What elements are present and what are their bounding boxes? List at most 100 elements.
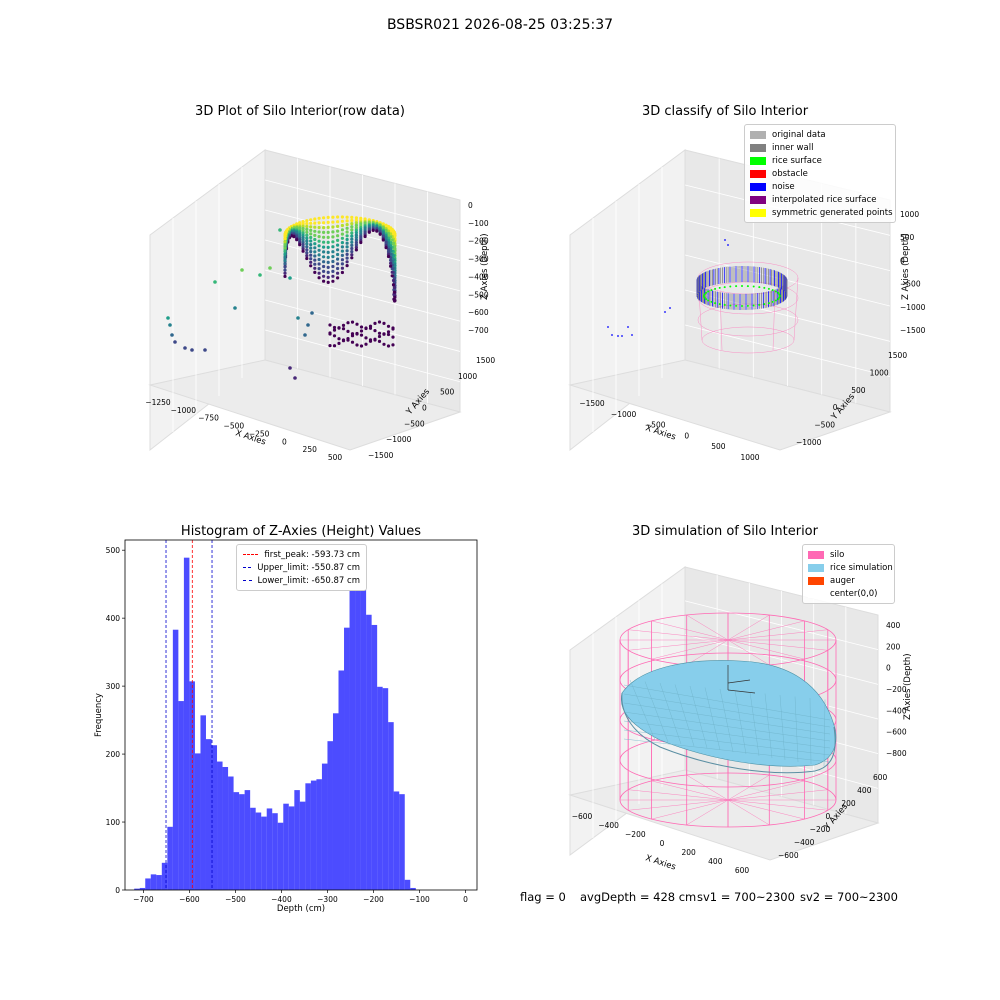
histogram-y-tick-label: 200 [106, 750, 121, 759]
raw-data-point [391, 278, 396, 283]
histogram-bar [388, 722, 394, 890]
raw-data-point [350, 246, 354, 251]
raw-data-point [377, 320, 382, 324]
raw-data-point [350, 228, 354, 232]
raw-data-point [305, 233, 309, 237]
histogram-bar [217, 761, 223, 890]
raw-data-point [350, 225, 354, 229]
raw-data-point [382, 332, 386, 336]
raw-data-point [382, 321, 386, 325]
histogram-bar [205, 739, 212, 890]
classify-rice-surface-point [718, 286, 721, 289]
classify-rice-surface-point [723, 286, 726, 289]
legend-line-sample [243, 567, 252, 568]
raw-data-point [305, 248, 309, 252]
raw-data-point [309, 246, 313, 250]
raw-data-point [331, 264, 335, 269]
raw-data-point [301, 229, 305, 233]
raw-data-point [326, 280, 330, 284]
raw-data-point [332, 328, 337, 332]
raw-data-point [313, 237, 317, 242]
raw-data-point [283, 243, 287, 247]
legend-label: Lower_limit: -650.87 cm [257, 575, 360, 586]
raw-data-point [317, 267, 321, 271]
raw-data-point [350, 237, 354, 241]
legend-label: inner wall [772, 142, 814, 153]
simulation-z-tick-label: −400 [886, 706, 907, 715]
raw-x-tick-label: 500 [328, 453, 343, 460]
raw-data-point [305, 239, 309, 243]
raw-data-point [381, 238, 385, 242]
histogram-bar [183, 557, 190, 890]
classify-rice-surface-point [758, 286, 761, 289]
raw-data-point [359, 329, 364, 333]
raw-data-point [310, 311, 314, 315]
histogram-bar [338, 670, 345, 890]
histogram-bar [139, 887, 146, 890]
raw-data-point [373, 329, 377, 333]
raw-data-point [386, 330, 391, 334]
legend-line-sample [243, 580, 252, 581]
raw-data-point [322, 221, 326, 225]
raw-data-point [363, 234, 367, 239]
classify-rice-surface-point [778, 293, 781, 296]
histogram-bar [161, 862, 168, 890]
classify-rice-surface-point [704, 291, 707, 294]
raw-data-point [354, 218, 358, 222]
raw-data-point [301, 231, 305, 235]
raw-data-point [317, 248, 321, 252]
histogram-title: Histogram of Z-Axies (Height) Values [180, 524, 422, 539]
raw-data-point [317, 271, 321, 275]
raw-data-point [389, 264, 393, 268]
classify-rice-surface-point [707, 299, 710, 302]
classify-x-tick-label: −500 [645, 421, 666, 430]
raw-y-tick-label: 500 [440, 388, 455, 397]
histogram-bar [294, 790, 300, 890]
raw-data-point [340, 236, 344, 240]
classify-rice-surface-point [703, 296, 706, 299]
raw-data-point [350, 215, 354, 219]
histogram-x-tick-label: −300 [317, 895, 338, 904]
raw-data-point [322, 240, 326, 244]
classify-rice-surface-point [771, 300, 774, 303]
histogram-bar [327, 741, 333, 890]
classify-x-tick-label: −1500 [579, 399, 605, 408]
raw-data-point [283, 271, 287, 275]
raw-data-point [328, 332, 332, 336]
raw-data-point [336, 248, 340, 252]
raw-data-point [309, 257, 313, 261]
raw-data-point [340, 249, 344, 253]
histogram-bar [233, 792, 240, 890]
raw-data-point [386, 248, 391, 252]
raw-data-point [317, 276, 321, 280]
classify-rice-surface-point [703, 295, 705, 297]
raw-data-point [354, 243, 358, 247]
classify-rice-surface-point [774, 290, 777, 293]
raw-data-point [301, 236, 305, 240]
raw-data-point [283, 240, 287, 244]
legend-label: silo [830, 549, 845, 560]
histogram-bar [194, 753, 201, 890]
raw-data-point [313, 217, 317, 221]
raw-data-point [345, 241, 349, 245]
histogram-bar [310, 780, 317, 890]
histogram-x-tick-label: 0 [463, 895, 468, 904]
raw-plot-title: 3D Plot of Silo Interior(row data) [195, 104, 405, 119]
raw-data-point [354, 226, 358, 230]
classify-noise-point [727, 244, 729, 246]
histogram-bar [178, 701, 184, 890]
classify-noise-point [664, 311, 666, 313]
raw-data-point [345, 215, 349, 219]
histogram-bar [250, 807, 256, 890]
classify-noise-point [617, 335, 619, 337]
classify-rice-surface-point [763, 286, 766, 289]
raw-data-point [322, 250, 326, 254]
legend-label: auger [830, 575, 855, 586]
raw-data-point [386, 332, 391, 337]
raw-data-point [350, 234, 354, 238]
raw-data-point [384, 246, 388, 250]
raw-data-point [377, 331, 382, 335]
raw-data-point [346, 321, 350, 325]
raw-data-point [386, 252, 391, 256]
raw-data-point [328, 323, 332, 327]
